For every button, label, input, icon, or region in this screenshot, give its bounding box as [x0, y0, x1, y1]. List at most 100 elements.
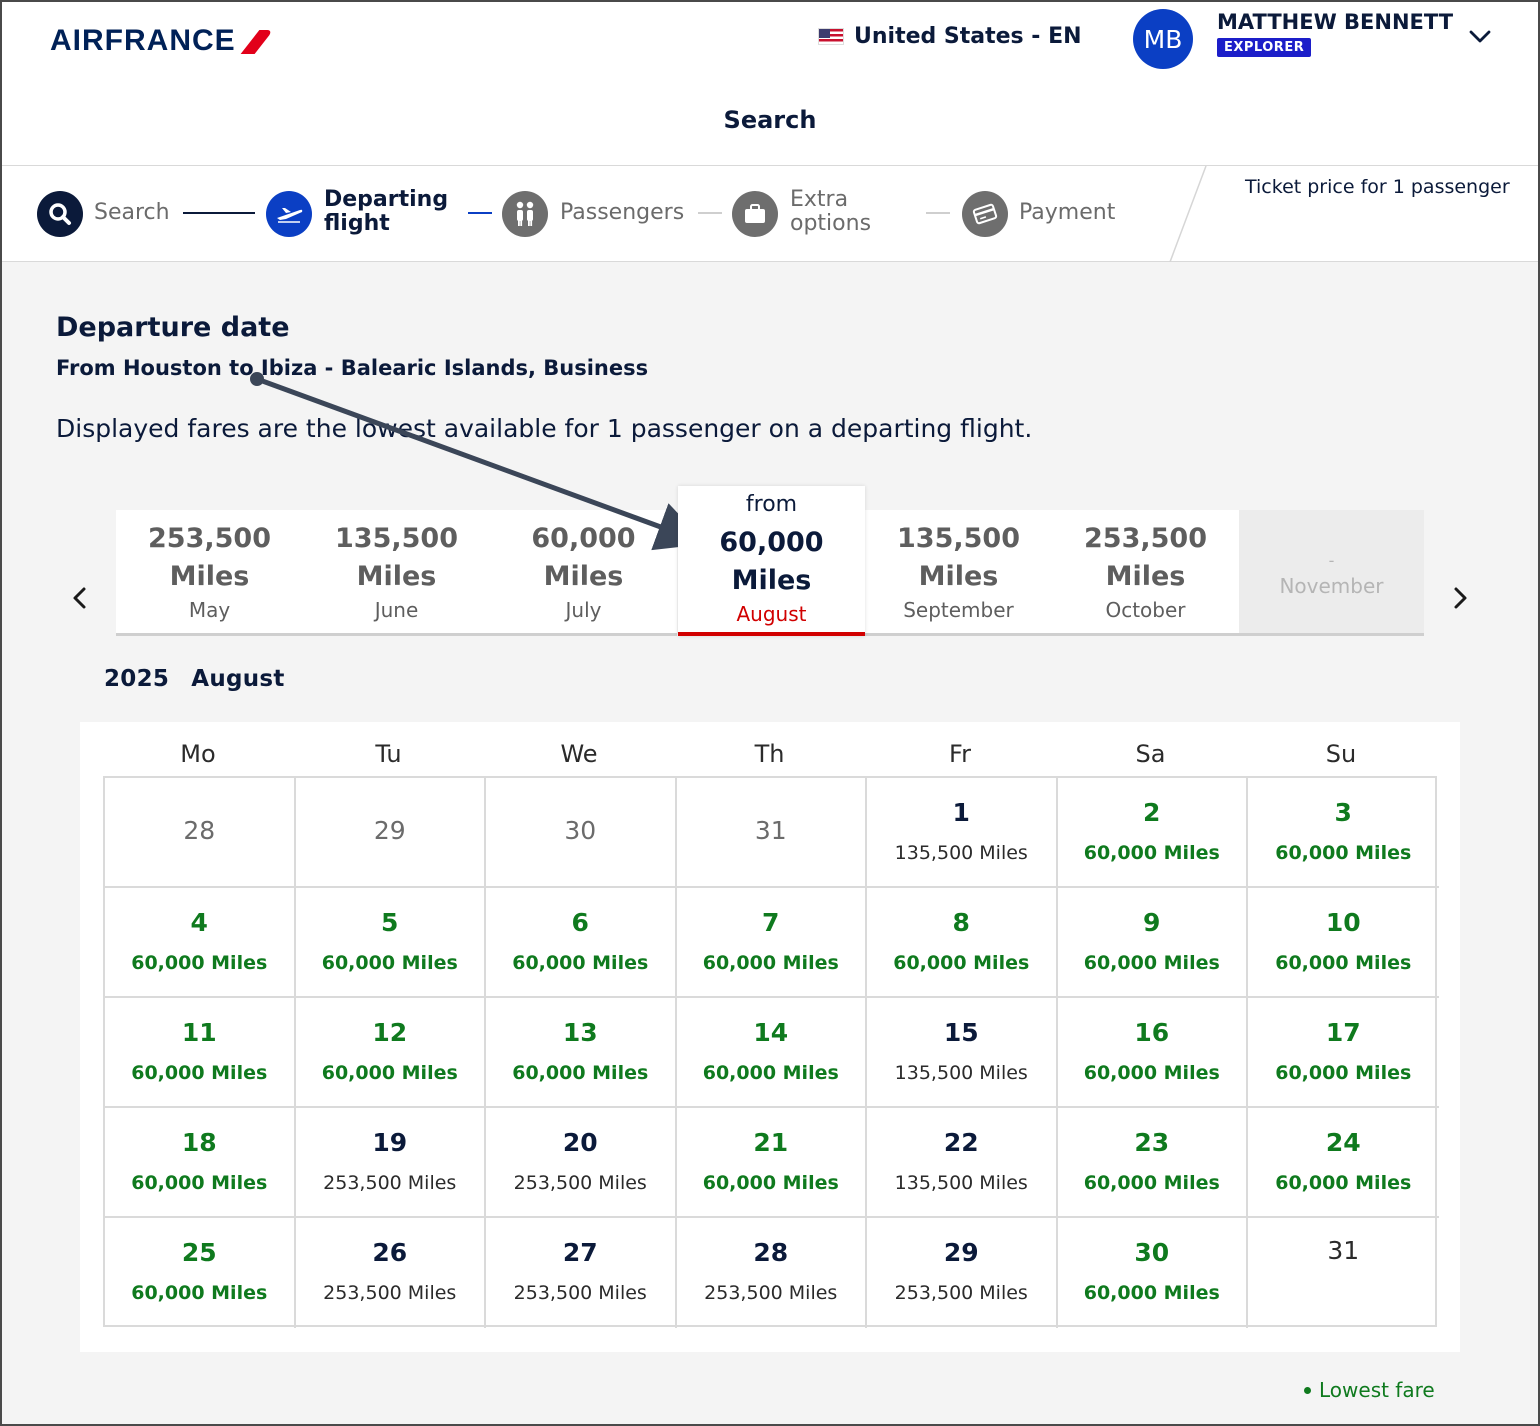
calendar-day-cell[interactable]: 27 253,500 Miles [486, 1218, 677, 1328]
day-number: 9 [1143, 908, 1161, 937]
month-tab-november: - November [1239, 510, 1424, 636]
month-price: 60,000 Miles [719, 527, 824, 596]
calendar-day-cell[interactable]: 4 60,000 Miles [105, 888, 296, 998]
calendar-day-cell[interactable]: 14 60,000 Miles [676, 998, 867, 1108]
calendar-day-cell[interactable]: 21 60,000 Miles [676, 1108, 867, 1218]
calendar-day-cell[interactable]: 12 60,000 Miles [295, 998, 486, 1108]
calendar-day-cell[interactable]: 18 60,000 Miles [105, 1108, 296, 1218]
ticket-price-note: Ticket price for 1 passenger [1245, 176, 1510, 198]
day-number: 12 [372, 1018, 408, 1047]
calendar-day-cell[interactable]: 25 60,000 Miles [105, 1218, 296, 1328]
calendar-day-cell[interactable]: 26 253,500 Miles [296, 1218, 486, 1328]
calendar-day-cell[interactable]: 3 60,000 Miles [1248, 778, 1439, 888]
weekday-header: Mo [180, 740, 216, 768]
month-tab-july[interactable]: 60,000 Miles July [490, 510, 677, 636]
locale-selector[interactable]: United States - EN [818, 24, 1082, 49]
calendar-day-cell[interactable]: 28 253,500 Miles [677, 1218, 867, 1328]
calendar-day-cell[interactable]: 23 60,000 Miles [1057, 1108, 1248, 1218]
calendar-day-cell[interactable]: 7 60,000 Miles [676, 888, 867, 998]
briefcase-icon [732, 191, 778, 237]
chevron-down-icon[interactable] [1468, 24, 1492, 48]
calendar-day-cell[interactable]: 2 60,000 Miles [1057, 778, 1248, 888]
calendar-day-cell: 30 [486, 778, 677, 888]
calendar-day-cell[interactable]: 30 60,000 Miles [1058, 1218, 1248, 1328]
day-fare: 253,500 Miles [323, 1282, 457, 1304]
day-number: 26 [372, 1238, 408, 1267]
month-tab-october[interactable]: 253,500 Miles October [1052, 510, 1239, 636]
chevron-left-icon [73, 587, 86, 609]
month-name: July [565, 598, 602, 622]
day-number: 17 [1325, 1018, 1361, 1047]
day-number: 21 [753, 1128, 789, 1157]
day-number: 4 [190, 908, 208, 937]
month-tab-june[interactable]: 135,500 Miles June [303, 510, 490, 636]
month-tab-september[interactable]: 135,500 Miles September [865, 510, 1052, 636]
calendar-day-cell[interactable]: 10 60,000 Miles [1248, 888, 1439, 998]
calendar-grid: 28 29 30 31 1 135,500 Miles 2 60,000 Miles 3 60,0… [103, 776, 1439, 1328]
day-fare: 60,000 Miles [893, 952, 1030, 974]
month-tab-august[interactable]: from 60,000 Miles August [678, 486, 865, 636]
day-fare: 60,000 Miles [131, 952, 268, 974]
calendar-day-cell[interactable]: 8 60,000 Miles [867, 888, 1058, 998]
calendar-day-cell: 28 [105, 778, 296, 888]
month-tab-may[interactable]: 253,500 Miles May [116, 510, 303, 636]
calendar-day-cell[interactable]: 16 60,000 Miles [1057, 998, 1248, 1108]
calendar-day-cell[interactable]: 1 135,500 Miles [867, 778, 1058, 888]
day-number: 1 [952, 798, 970, 827]
calendar-day-cell[interactable]: 13 60,000 Miles [486, 998, 677, 1108]
step-passengers: Passengers [560, 200, 685, 225]
avatar[interactable]: MB [1133, 9, 1193, 69]
us-flag-icon [818, 28, 844, 45]
day-number: 3 [1334, 798, 1352, 827]
day-fare: 60,000 Miles [131, 1062, 268, 1084]
calendar-day-cell[interactable]: 29 253,500 Miles [867, 1218, 1058, 1328]
calendar-day-cell[interactable]: 19 253,500 Miles [295, 1108, 486, 1218]
step-connector [698, 212, 722, 214]
calendar-day-cell[interactable]: 17 60,000 Miles [1248, 998, 1439, 1108]
day-number: 10 [1325, 908, 1361, 937]
day-number: 16 [1134, 1018, 1170, 1047]
next-month-button[interactable] [1442, 580, 1478, 616]
calendar-day-cell[interactable]: 6 60,000 Miles [486, 888, 677, 998]
month-price: 253,500 Miles [148, 523, 271, 592]
user-name[interactable]: MATTHEW BENNETT [1217, 10, 1454, 34]
day-fare: 253,500 Miles [323, 1172, 457, 1194]
calendar-day-cell[interactable]: 22 135,500 Miles [867, 1108, 1058, 1218]
day-number: 18 [181, 1128, 217, 1157]
airfrance-logo[interactable]: AIRFRANCE [50, 24, 272, 58]
step-connector [926, 212, 950, 214]
calendar-day-cell[interactable]: 20 253,500 Miles [486, 1108, 677, 1218]
day-number: 15 [943, 1018, 979, 1047]
route-summary: From Houston to Ibiza - Balearic Islands… [56, 356, 649, 380]
calendar-month: August [191, 666, 285, 692]
prev-month-button[interactable] [62, 580, 98, 616]
plane-icon [266, 191, 312, 237]
search-icon[interactable] [37, 191, 83, 237]
calendar-day-cell[interactable]: 15 135,500 Miles [867, 998, 1058, 1108]
step-departing-line2: flight [324, 211, 390, 236]
day-number: 28 [183, 816, 216, 845]
day-fare: 60,000 Miles [512, 1062, 649, 1084]
day-fare: 60,000 Miles [1275, 842, 1412, 864]
step-departing-line1: Departing [324, 187, 449, 212]
site-header: AIRFRANCE United States - EN MB MATTHEW … [0, 0, 1540, 166]
day-number: 13 [562, 1018, 598, 1047]
calendar-day-cell[interactable]: 24 60,000 Miles [1248, 1108, 1439, 1218]
day-fare: 60,000 Miles [1083, 842, 1220, 864]
month-price: 60,000 Miles [531, 523, 636, 592]
day-fare: 253,500 Miles [513, 1172, 647, 1194]
card-icon [962, 191, 1008, 237]
calendar-day-cell[interactable]: 9 60,000 Miles [1057, 888, 1248, 998]
calendar-day-cell: 31 [1248, 1218, 1439, 1328]
day-fare: 60,000 Miles [131, 1172, 268, 1194]
calendar-day-cell[interactable]: 5 60,000 Miles [295, 888, 486, 998]
step-connector [468, 212, 492, 214]
day-number: 22 [943, 1128, 979, 1157]
legend-label: Lowest fare [1319, 1378, 1435, 1402]
weekday-header: Su [1325, 740, 1357, 768]
step-search[interactable]: Search [94, 200, 170, 225]
day-number: 8 [952, 908, 970, 937]
booking-stepper: Search Departing flight Passengers Extra… [0, 166, 1540, 262]
weekday-header: Sa [1135, 740, 1166, 768]
calendar-day-cell[interactable]: 11 60,000 Miles [105, 998, 296, 1108]
